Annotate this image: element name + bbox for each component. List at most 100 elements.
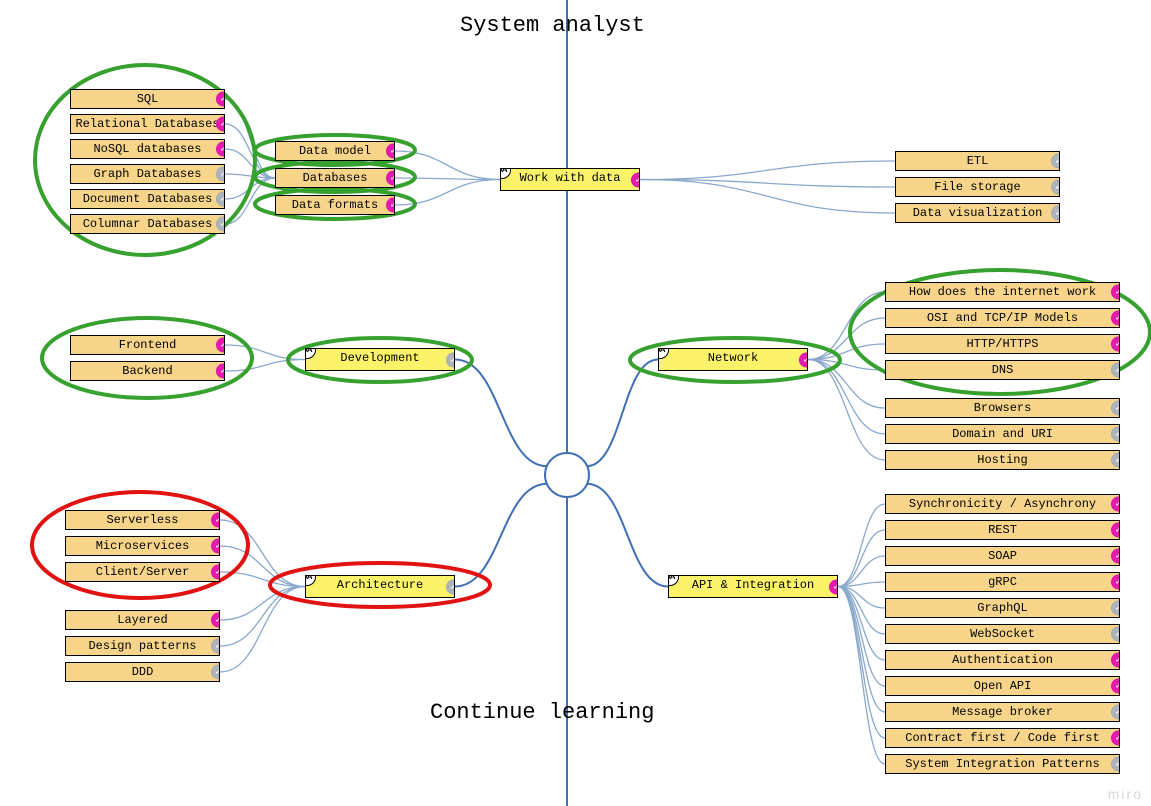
hub-work_with_data[interactable]: Work with dataSA (500, 168, 640, 191)
hub-label: Development (310, 352, 450, 365)
leaf-label: DNS (890, 364, 1115, 377)
leaf-dataviz[interactable]: Data visualization (895, 203, 1060, 223)
leaf-label: SOAP (890, 550, 1115, 563)
check-badge (829, 579, 838, 594)
leaf-label: Design patterns (70, 640, 215, 653)
leaf-browsers[interactable]: Browsers (885, 398, 1120, 418)
check-badge (211, 565, 220, 580)
leaf-docdb[interactable]: Document Databases (70, 189, 225, 209)
leaf-label: Frontend (75, 339, 220, 352)
hub-architecture[interactable]: ArchitectureSA (305, 575, 455, 598)
leaf-nosql[interactable]: NoSQL databases (70, 139, 225, 159)
leaf-despat[interactable]: Design patterns (65, 636, 220, 656)
check-badge (1111, 285, 1120, 300)
leaf-hosting[interactable]: Hosting (885, 450, 1120, 470)
leaf-databases[interactable]: Databases (275, 168, 395, 188)
leaf-syncasync[interactable]: Synchronicity / Asynchrony (885, 494, 1120, 514)
check-badge (211, 513, 220, 528)
leaf-websocket[interactable]: WebSocket (885, 624, 1120, 644)
check-badge (1111, 679, 1120, 694)
check-badge (1051, 206, 1060, 221)
hub-network[interactable]: NetworkSA (658, 348, 808, 371)
check-badge (1111, 427, 1120, 442)
leaf-label: Message broker (890, 706, 1115, 719)
leaf-graphql[interactable]: GraphQL (885, 598, 1120, 618)
leaf-label: Columnar Databases (75, 218, 220, 231)
leaf-layered[interactable]: Layered (65, 610, 220, 630)
leaf-osi[interactable]: OSI and TCP/IP Models (885, 308, 1120, 328)
leaf-clientsvr[interactable]: Client/Server (65, 562, 220, 582)
hub-api_integration[interactable]: API & IntegrationSA (668, 575, 838, 598)
leaf-soap[interactable]: SOAP (885, 546, 1120, 566)
leaf-label: Graph Databases (75, 168, 220, 181)
leaf-data_formats[interactable]: Data formats (275, 195, 395, 215)
leaf-label: NoSQL databases (75, 143, 220, 156)
title-bottom: Continue learning (430, 700, 654, 725)
leaf-label: Synchronicity / Asynchrony (890, 498, 1115, 511)
leaf-label: WebSocket (890, 628, 1115, 641)
leaf-msgbroker[interactable]: Message broker (885, 702, 1120, 722)
check-badge (446, 579, 455, 594)
check-badge (1051, 154, 1060, 169)
leaf-grpc[interactable]: gRPC (885, 572, 1120, 592)
leaf-data_model[interactable]: Data model (275, 141, 395, 161)
leaf-label: ETL (900, 155, 1055, 168)
leaf-label: Layered (70, 614, 215, 627)
check-badge (799, 352, 808, 367)
check-badge (631, 172, 640, 187)
check-badge (1111, 757, 1120, 772)
hub-development[interactable]: DevelopmentSA (305, 348, 455, 371)
check-badge (211, 613, 220, 628)
check-badge (216, 338, 225, 353)
leaf-dns[interactable]: DNS (885, 360, 1120, 380)
leaf-ddd[interactable]: DDD (65, 662, 220, 682)
leaf-label: Domain and URI (890, 428, 1115, 441)
leaf-auth[interactable]: Authentication (885, 650, 1120, 670)
check-badge (211, 665, 220, 680)
check-badge (446, 352, 455, 367)
leaf-serverless[interactable]: Serverless (65, 510, 220, 530)
leaf-label: Backend (75, 365, 220, 378)
leaf-label: Relational Databases (75, 118, 220, 131)
leaf-reldb[interactable]: Relational Databases (70, 114, 225, 134)
leaf-label: System Integration Patterns (890, 758, 1115, 771)
leaf-microsvc[interactable]: Microservices (65, 536, 220, 556)
leaf-graphdb[interactable]: Graph Databases (70, 164, 225, 184)
check-badge (211, 539, 220, 554)
check-badge (1111, 575, 1120, 590)
check-badge (216, 192, 225, 207)
leaf-label: Hosting (890, 454, 1115, 467)
leaf-label: OSI and TCP/IP Models (890, 312, 1115, 325)
leaf-label: File storage (900, 181, 1055, 194)
leaf-label: Data model (280, 145, 390, 158)
leaf-sql[interactable]: SQL (70, 89, 225, 109)
check-badge (1111, 523, 1120, 538)
leaf-http[interactable]: HTTP/HTTPS (885, 334, 1120, 354)
check-badge (1111, 653, 1120, 668)
leaf-frontend[interactable]: Frontend (70, 335, 225, 355)
leaf-filesto[interactable]: File storage (895, 177, 1060, 197)
check-badge (1111, 549, 1120, 564)
leaf-backend[interactable]: Backend (70, 361, 225, 381)
leaf-sip[interactable]: System Integration Patterns (885, 754, 1120, 774)
leaf-openapi[interactable]: Open API (885, 676, 1120, 696)
leaf-label: Databases (280, 172, 390, 185)
leaf-rest[interactable]: REST (885, 520, 1120, 540)
leaf-coldb[interactable]: Columnar Databases (70, 214, 225, 234)
check-badge (1111, 627, 1120, 642)
leaf-domain[interactable]: Domain and URI (885, 424, 1120, 444)
check-badge (386, 144, 395, 159)
leaf-internet[interactable]: How does the internet work (885, 282, 1120, 302)
leaf-label: How does the internet work (890, 286, 1115, 299)
leaf-label: Serverless (70, 514, 215, 527)
check-badge (216, 167, 225, 182)
check-badge (211, 639, 220, 654)
leaf-etl[interactable]: ETL (895, 151, 1060, 171)
hub-label: Architecture (310, 579, 450, 592)
check-badge (216, 364, 225, 379)
leaf-label: Document Databases (75, 193, 220, 206)
check-badge (1111, 401, 1120, 416)
title-top: System analyst (460, 13, 645, 38)
leaf-contract[interactable]: Contract first / Code first (885, 728, 1120, 748)
leaf-label: Authentication (890, 654, 1115, 667)
